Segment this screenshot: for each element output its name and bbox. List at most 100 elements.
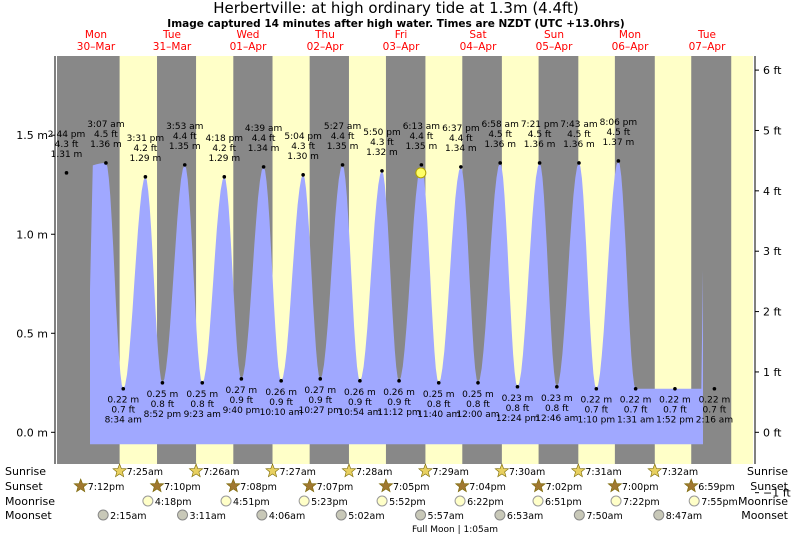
- row-label-right: Moonrise: [738, 495, 788, 508]
- high-tide-ft: 4.4 ft: [173, 132, 197, 142]
- high-tide-ft: 4.2 ft: [134, 144, 158, 154]
- high-tide-m: 1.35 m: [406, 142, 438, 152]
- low-tide-ft: 0.7 ft: [584, 406, 608, 416]
- right-tick-label: 4 ft: [763, 185, 782, 198]
- low-tide-time: 1:31 am: [617, 416, 654, 426]
- high-tide-m: 1.29 m: [208, 154, 240, 164]
- day-header-name: Tue: [697, 29, 716, 41]
- low-tide-point: [555, 384, 559, 389]
- moonset-time: 7:50am: [586, 511, 622, 522]
- sunset-time: 7:07pm: [317, 482, 354, 493]
- high-tide-time: 3:07 am: [87, 120, 124, 130]
- high-tide-ft: 4.4 ft: [252, 134, 276, 144]
- current-tide-marker: [415, 167, 427, 179]
- sunset-time: 7:00pm: [622, 482, 659, 493]
- high-tide-time: 4:39 am: [245, 124, 282, 134]
- moonset-icon: [415, 509, 427, 521]
- moonset-icon: [573, 509, 585, 521]
- low-tide-time: 10:10 am: [260, 408, 303, 418]
- low-tide-m: 0.22 m: [659, 396, 691, 406]
- sunset-time: 7:08pm: [240, 482, 277, 493]
- moonrise-time: 6:22pm: [467, 497, 504, 508]
- tide-extremes: 2:44 pm4.3 ft1.31 m3:07 am4.5 ft1.36 m0.…: [48, 118, 733, 426]
- left-tick-label: 1.0 m: [16, 228, 48, 241]
- sunrise-time: 7:26am: [203, 467, 239, 478]
- low-tide-ft: 0.8 ft: [427, 400, 451, 410]
- low-tide-m: 0.25 m: [462, 390, 494, 400]
- axes: 1.5 m 1.0 m 0.5 m 0.0 m 6 ft 5 ft 4 ft 3 ft 2 ft…: [16, 56, 791, 500]
- moonset-time: 4:06am: [269, 511, 305, 522]
- high-tide-ft: 4.3 ft: [55, 140, 79, 150]
- right-tick-label: 6 ft: [763, 64, 782, 77]
- moonset-time: 2:15am: [110, 511, 146, 522]
- high-tide-point: [498, 161, 502, 165]
- sunrise-time: 7:32am: [662, 467, 698, 478]
- sunrise-time: 7:25am: [127, 467, 163, 478]
- low-tide-m: 0.23 m: [502, 394, 534, 404]
- high-tide-m: 1.36 m: [524, 140, 556, 150]
- sunrise-icon: [417, 463, 433, 478]
- low-tide-ft: 0.8 ft: [466, 400, 490, 410]
- moonrise-icon: [454, 495, 466, 507]
- high-tide-time: 3:53 am: [166, 122, 203, 132]
- sunrise-time: 7:29am: [432, 467, 468, 478]
- moonrise-time: 4:51pm: [233, 497, 270, 508]
- low-tide-point: [279, 379, 283, 383]
- sunset-time: 7:10pm: [164, 482, 201, 493]
- low-tide-m: 0.22 m: [580, 396, 612, 406]
- row-label-left: Moonset: [5, 509, 52, 522]
- low-tide-point: [358, 379, 362, 383]
- tide-area: [90, 161, 703, 445]
- sunrise-icon: [647, 463, 663, 478]
- sunset-icon: [683, 478, 699, 493]
- low-tide-time: 9:40 pm: [223, 406, 261, 416]
- low-tide-time: 12:24 pm: [496, 414, 539, 424]
- sunset-time: 7:05pm: [393, 482, 430, 493]
- high-tide-ft: 4.3 ft: [291, 142, 315, 152]
- left-tick-label: 1.5 m: [16, 129, 48, 142]
- moonrise-icon: [688, 495, 700, 507]
- low-tide-point: [436, 380, 441, 385]
- high-tide-point: [380, 169, 384, 173]
- high-tide-point: [182, 163, 187, 167]
- low-tide-m: 0.22 m: [620, 396, 652, 406]
- high-tide-point: [459, 165, 463, 169]
- sunset-icon: [73, 478, 89, 493]
- low-tide-ft: 0.7 ft: [703, 406, 727, 416]
- sunset-icon: [225, 478, 241, 493]
- low-tide-point: [397, 379, 401, 383]
- low-tide-ft: 0.8 ft: [190, 400, 214, 410]
- moonrise-time: 6:51pm: [545, 497, 582, 508]
- day-header-name: Sat: [469, 29, 486, 41]
- moonset-icon: [494, 509, 506, 521]
- moonrise-time: 7:22pm: [623, 497, 660, 508]
- low-tide-m: 0.26 m: [383, 388, 415, 398]
- low-tide-ft: 0.9 ft: [308, 396, 332, 406]
- high-tide-time: 6:58 am: [481, 120, 518, 130]
- sunset-icon: [378, 478, 394, 493]
- high-tide-m: 1.36 m: [484, 140, 516, 150]
- high-tide-point: [104, 161, 108, 165]
- sunset-icon: [607, 478, 623, 493]
- high-tide-point: [222, 175, 227, 179]
- day-header-name: Tue: [162, 29, 181, 41]
- sunset-time: 7:02pm: [546, 482, 583, 493]
- tide-area-path: [90, 161, 703, 445]
- high-tide-time: 7:21 pm: [521, 120, 559, 130]
- day-header-date: 02–Apr: [307, 41, 344, 53]
- right-tick-label: 3 ft: [763, 245, 782, 258]
- low-tide-m: 0.27 m: [226, 386, 258, 396]
- low-tide-ft: 0.7 ft: [663, 406, 687, 416]
- moonrise-icon: [142, 495, 154, 507]
- moonrise-time: 5:23pm: [311, 497, 348, 508]
- high-tide-time: 3:31 pm: [127, 134, 165, 144]
- high-tide-m: 1.35 m: [327, 142, 359, 152]
- high-tide-time: 6:13 am: [403, 122, 440, 132]
- high-tide-m: 1.32 m: [366, 148, 398, 158]
- moonrise-time: 5:52pm: [389, 497, 426, 508]
- low-tide-ft: 0.9 ft: [230, 396, 254, 406]
- left-tick-label: 0.5 m: [16, 327, 48, 340]
- sunset-icon: [302, 478, 318, 493]
- right-tick-label: 5 ft: [763, 124, 782, 137]
- low-tide-point: [673, 386, 677, 391]
